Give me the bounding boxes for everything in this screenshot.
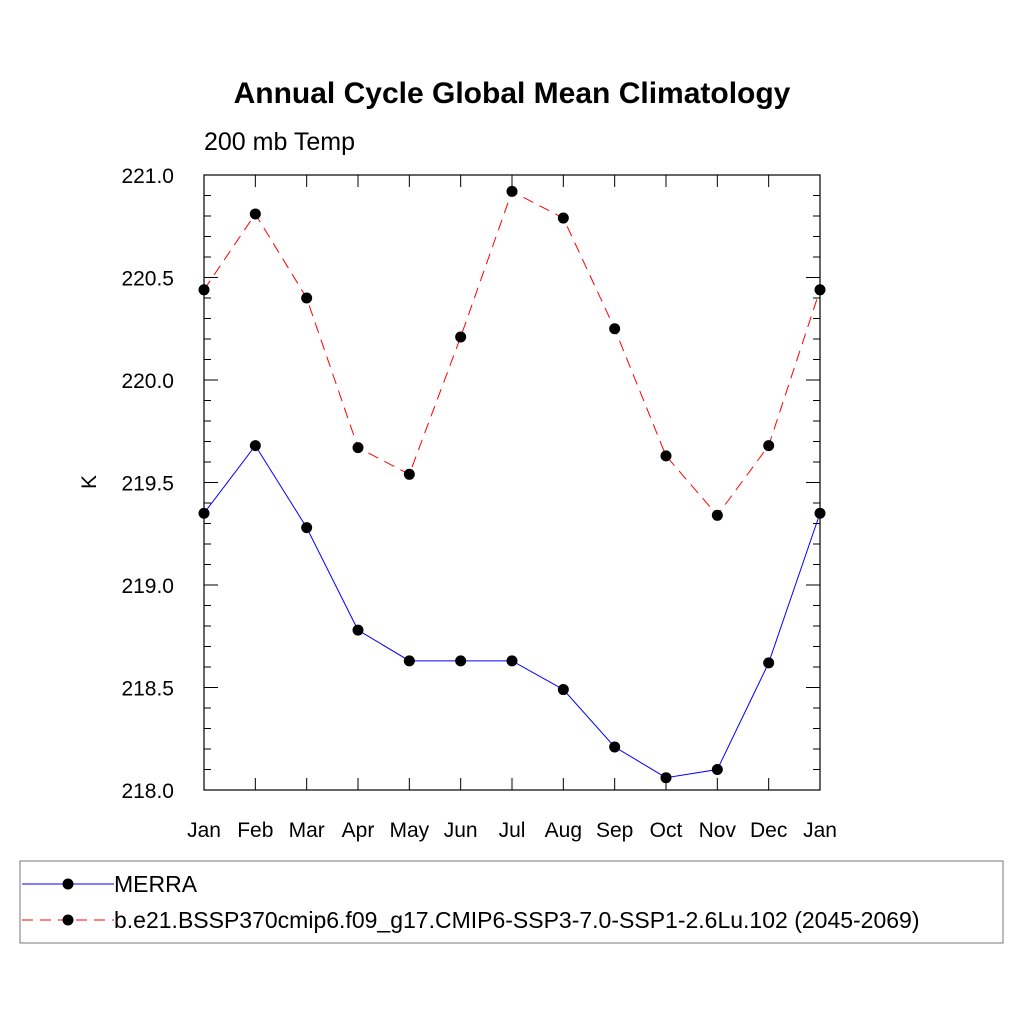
data-point-0 bbox=[609, 741, 621, 753]
data-point-0 bbox=[198, 507, 210, 519]
legend-label-merra: MERRA bbox=[114, 871, 198, 897]
legend-marker-ssp bbox=[62, 914, 74, 926]
y-axis-label: K bbox=[78, 475, 101, 489]
data-point-1 bbox=[352, 442, 364, 454]
data-point-1 bbox=[249, 208, 261, 220]
data-point-0 bbox=[763, 657, 775, 669]
y-tick-label: 220.5 bbox=[121, 268, 174, 291]
plot-frame bbox=[203, 174, 821, 791]
data-point-1 bbox=[814, 284, 826, 296]
x-tick-label: Jun bbox=[444, 819, 478, 842]
y-tick-label: 219.0 bbox=[121, 575, 174, 598]
data-point-0 bbox=[403, 655, 415, 667]
series-line-1 bbox=[203, 190, 821, 517]
x-tick-label: Jan bbox=[187, 819, 221, 842]
y-tick-label: 218.0 bbox=[121, 780, 174, 803]
x-tick-label: Apr bbox=[342, 819, 375, 842]
data-point-0 bbox=[455, 655, 467, 667]
x-tick-label: Dec bbox=[750, 819, 787, 842]
x-tick-label: Sep bbox=[596, 819, 633, 842]
y-tick-label: 220.0 bbox=[121, 370, 174, 393]
y-tick-label: 219.5 bbox=[121, 473, 174, 496]
legend-label-ssp: b.e21.BSSP370cmip6.f09_g17.CMIP6-SSP3-7.… bbox=[114, 907, 920, 933]
data-point-1 bbox=[455, 331, 467, 343]
chart-subtitle: 200 mb Temp bbox=[204, 128, 355, 156]
data-point-0 bbox=[352, 624, 364, 636]
series-lines bbox=[203, 190, 821, 779]
data-point-1 bbox=[403, 468, 415, 480]
series-line-0 bbox=[203, 444, 821, 779]
chart-title: Annual Cycle Global Mean Climatology bbox=[234, 77, 791, 110]
data-point-1 bbox=[301, 292, 313, 304]
data-point-1 bbox=[198, 284, 210, 296]
y-tick-label: 221.0 bbox=[121, 165, 174, 188]
data-point-0 bbox=[557, 684, 569, 696]
x-tick-label: Jul bbox=[499, 819, 526, 842]
series-markers bbox=[198, 185, 826, 784]
x-tick-label: Jan bbox=[803, 819, 837, 842]
x-tick-label: Aug bbox=[545, 819, 582, 842]
data-point-0 bbox=[249, 440, 261, 452]
x-tick-label: Nov bbox=[699, 819, 737, 842]
data-point-0 bbox=[301, 522, 313, 534]
data-point-1 bbox=[660, 450, 672, 462]
data-point-0 bbox=[814, 507, 826, 519]
x-tick-label: Oct bbox=[650, 819, 683, 842]
data-point-1 bbox=[609, 323, 621, 335]
x-tick-label: Feb bbox=[237, 819, 273, 842]
data-point-1 bbox=[711, 509, 723, 521]
data-point-0 bbox=[711, 764, 723, 775]
data-point-0 bbox=[506, 655, 518, 667]
data-point-1 bbox=[763, 440, 775, 452]
data-point-1 bbox=[557, 212, 569, 224]
data-point-1 bbox=[506, 185, 518, 197]
x-tick-label: Mar bbox=[289, 819, 325, 842]
data-point-0 bbox=[660, 772, 672, 784]
legend: MERRA b.e21.BSSP370cmip6.f09_g17.CMIP6-S… bbox=[19, 860, 1004, 944]
legend-marker-merra bbox=[62, 878, 74, 890]
legend-box bbox=[19, 860, 1004, 944]
x-tick-label: May bbox=[389, 819, 429, 842]
axis-ticks: Jan Feb Mar Apr May Jun Jul Aug Sep Oct Nov Dec Jan 2… bbox=[121, 165, 836, 842]
y-tick-label: 218.5 bbox=[121, 678, 174, 701]
